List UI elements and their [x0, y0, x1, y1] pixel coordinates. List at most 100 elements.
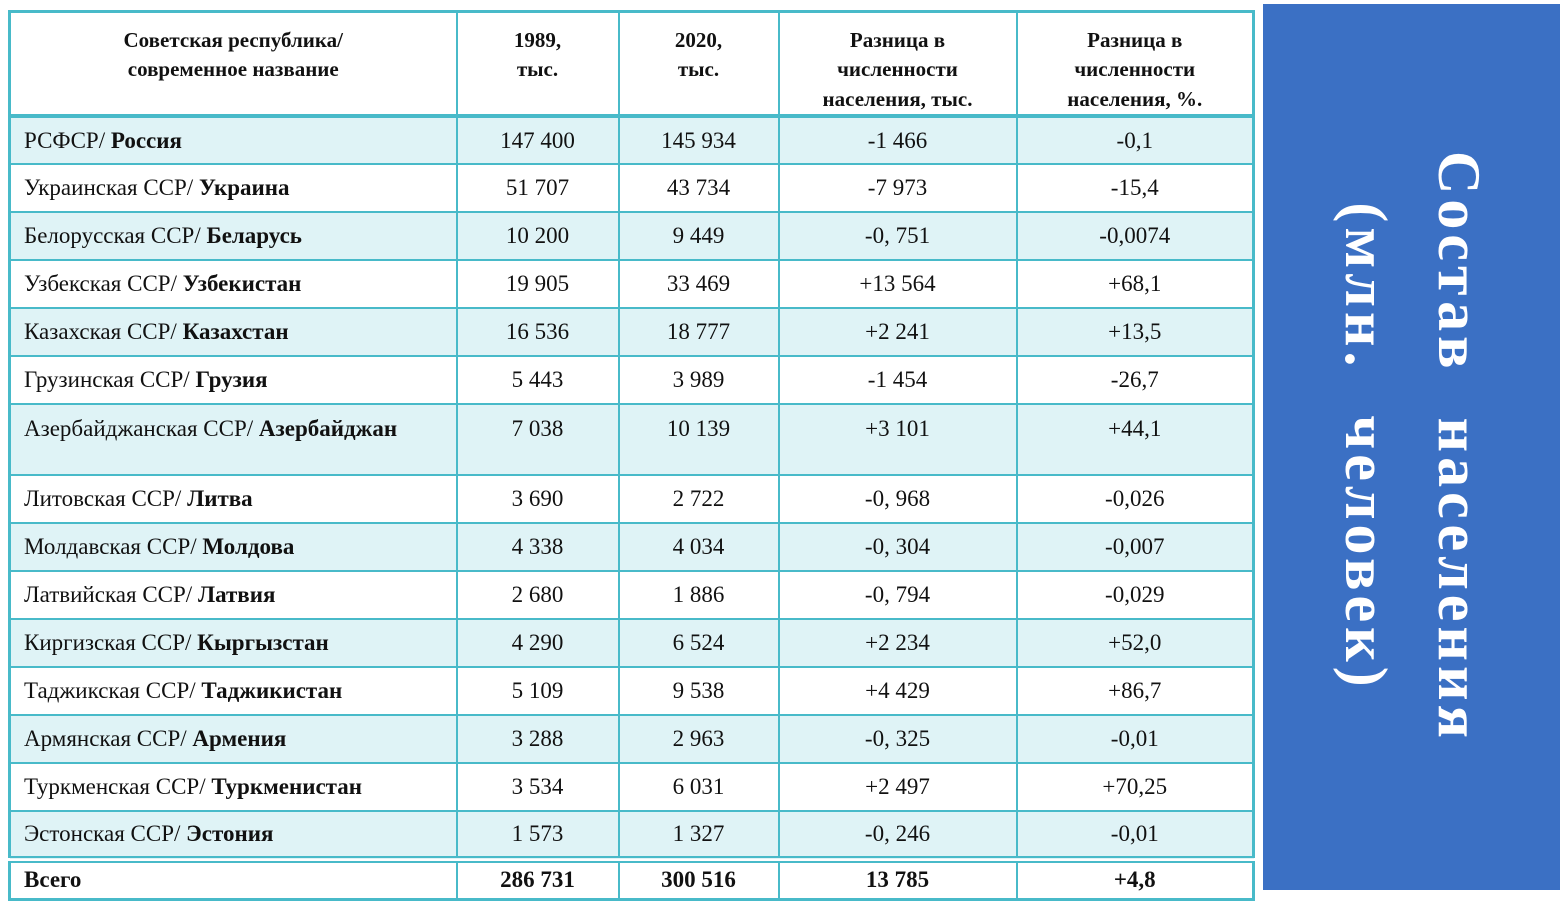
diff-percent: +68,1 [1015, 259, 1255, 310]
pop-1989: 16 536 [455, 307, 620, 358]
pop-1989: 51 707 [455, 163, 620, 214]
diff-percent: -0,007 [1015, 522, 1255, 573]
pop-2020: 1 327 [617, 810, 780, 861]
pop-1989: 5 109 [455, 666, 620, 717]
diff-percent: -0,01 [1015, 810, 1255, 861]
pop-2020: 2 722 [617, 474, 780, 525]
pop-1989: 19 905 [455, 259, 620, 310]
diff-thousands: -1 454 [777, 355, 1018, 406]
table-row-moldova: Молдавская ССР/ Молдова 4 338 4 034 -0, … [8, 522, 1255, 573]
diff-percent: -0,026 [1015, 474, 1255, 525]
republic-soviet-name: Молдавская ССР/ [24, 534, 197, 560]
total-diff-percent: +4,8 [1015, 855, 1255, 901]
republic-soviet-name: Армянская ССР/ [24, 726, 187, 752]
republic-modern-name: Россия [110, 127, 182, 153]
republic-soviet-name: Туркменская ССР/ [24, 774, 206, 800]
pop-2020: 33 469 [617, 259, 780, 310]
pop-1989: 3 534 [455, 762, 620, 813]
diff-thousands: +2 234 [777, 618, 1018, 669]
republic-modern-name: Беларусь [206, 223, 302, 249]
table-row-lithuania: Литовская ССР/ Литва 3 690 2 722 -0, 968… [8, 474, 1255, 525]
diff-percent: +13,5 [1015, 307, 1255, 358]
slide-title: Состав населения (млн. человек) [1319, 7, 1505, 887]
table-row-kazakhstan: Казахская ССР/ Казахстан 16 536 18 777 +… [8, 307, 1255, 358]
republic-soviet-name: Азербайджанская ССР/ [24, 416, 254, 442]
total-diff-thousands: 13 785 [777, 855, 1018, 901]
table-row-tajikistan: Таджикская ССР/ Таджикистан 5 109 9 538 … [8, 666, 1255, 717]
table-row-azerbaijan: Азербайджанская ССР/ Азербайджан 7 038 1… [8, 403, 1255, 477]
diff-thousands: -0, 246 [777, 810, 1018, 861]
republic-soviet-name: Таджикская ССР/ [24, 678, 196, 704]
population-table: Советская республика/ современное назван… [8, 10, 1255, 901]
republic-soviet-name: Белорусская ССР/ [24, 223, 201, 249]
diff-thousands: -0, 325 [777, 714, 1018, 765]
pop-2020: 10 139 [617, 403, 780, 477]
col-header-1989: 1989, тыс. [455, 10, 620, 119]
total-pop-2020: 300 516 [617, 855, 780, 901]
republic-modern-name: Узбекистан [182, 271, 302, 297]
republic-modern-name: Таджикистан [201, 678, 343, 704]
republic-soviet-name: Эстонская ССР/ [24, 820, 181, 846]
slide-title-line2: (млн. человек) [1332, 202, 1399, 692]
diff-thousands: +2 241 [777, 307, 1018, 358]
diff-percent: -15,4 [1015, 163, 1255, 214]
pop-1989: 147 400 [455, 115, 620, 166]
republic-soviet-name: РСФСР/ [24, 127, 106, 153]
republic-modern-name: Азербайджан [258, 416, 398, 442]
pop-2020: 9 449 [617, 211, 780, 262]
table-header-row: Советская республика/ современное назван… [8, 10, 1255, 119]
diff-percent: +86,7 [1015, 666, 1255, 717]
diff-thousands: -0, 794 [777, 570, 1018, 621]
republic-modern-name: Армения [192, 726, 287, 752]
pop-2020: 4 034 [617, 522, 780, 573]
diff-thousands: +13 564 [777, 259, 1018, 310]
table-row-turkmenistan: Туркменская ССР/ Туркменистан 3 534 6 03… [8, 762, 1255, 813]
pop-2020: 43 734 [617, 163, 780, 214]
col-header-2020: 2020, тыс. [617, 10, 780, 119]
table-row-armenia: Армянская ССР/ Армения 3 288 2 963 -0, 3… [8, 714, 1255, 765]
pop-1989: 5 443 [455, 355, 620, 406]
republic-modern-name: Эстония [186, 820, 274, 846]
republic-modern-name: Молдова [202, 534, 295, 560]
total-pop-1989: 286 731 [455, 855, 620, 901]
diff-percent: +70,25 [1015, 762, 1255, 813]
pop-1989: 4 338 [455, 522, 620, 573]
pop-2020: 18 777 [617, 307, 780, 358]
diff-percent: -26,7 [1015, 355, 1255, 406]
pop-2020: 3 989 [617, 355, 780, 406]
total-label: Всего [8, 855, 458, 901]
table-row-kyrgyzstan: Киргизская ССР/ Кыргызстан 4 290 6 524 +… [8, 618, 1255, 669]
republic-modern-name: Украина [198, 175, 290, 201]
table-row-georgia: Грузинская ССР/ Грузия 5 443 3 989 -1 45… [8, 355, 1255, 406]
col-header-diff-thousands: Разница в численности населения, тыс. [777, 10, 1018, 119]
diff-percent: +52,0 [1015, 618, 1255, 669]
pop-1989: 7 038 [455, 403, 620, 477]
pop-2020: 2 963 [617, 714, 780, 765]
republic-modern-name: Латвия [197, 582, 276, 608]
republic-soviet-name: Литовская ССР/ [24, 486, 182, 512]
republic-soviet-name: Узбекская ССР/ [24, 271, 177, 297]
republic-modern-name: Казахстан [182, 319, 289, 345]
diff-percent: -0,029 [1015, 570, 1255, 621]
diff-percent: +44,1 [1015, 403, 1255, 477]
pop-1989: 3 288 [455, 714, 620, 765]
pop-1989: 1 573 [455, 810, 620, 861]
table-row-russia: РСФСР/ Россия 147 400 145 934 -1 466 -0,… [8, 115, 1255, 166]
slide-title-panel: Состав населения (млн. человек) [1263, 4, 1560, 890]
pop-2020: 145 934 [617, 115, 780, 166]
table-row-estonia: Эстонская ССР/ Эстония 1 573 1 327 -0, 2… [8, 810, 1255, 861]
diff-percent: -0,0074 [1015, 211, 1255, 262]
republic-soviet-name: Украинская ССР/ [24, 175, 194, 201]
diff-thousands: -1 466 [777, 115, 1018, 166]
table-row-total: Всего 286 731 300 516 13 785 +4,8 [8, 855, 1255, 901]
diff-thousands: +4 429 [777, 666, 1018, 717]
pop-1989: 4 290 [455, 618, 620, 669]
pop-2020: 9 538 [617, 666, 780, 717]
diff-percent: -0,01 [1015, 714, 1255, 765]
pop-1989: 10 200 [455, 211, 620, 262]
pop-1989: 2 680 [455, 570, 620, 621]
republic-modern-name: Кыргызстан [197, 630, 329, 656]
diff-thousands: -7 973 [777, 163, 1018, 214]
diff-thousands: -0, 304 [777, 522, 1018, 573]
col-header-republic: Советская республика/ современное назван… [8, 10, 458, 119]
